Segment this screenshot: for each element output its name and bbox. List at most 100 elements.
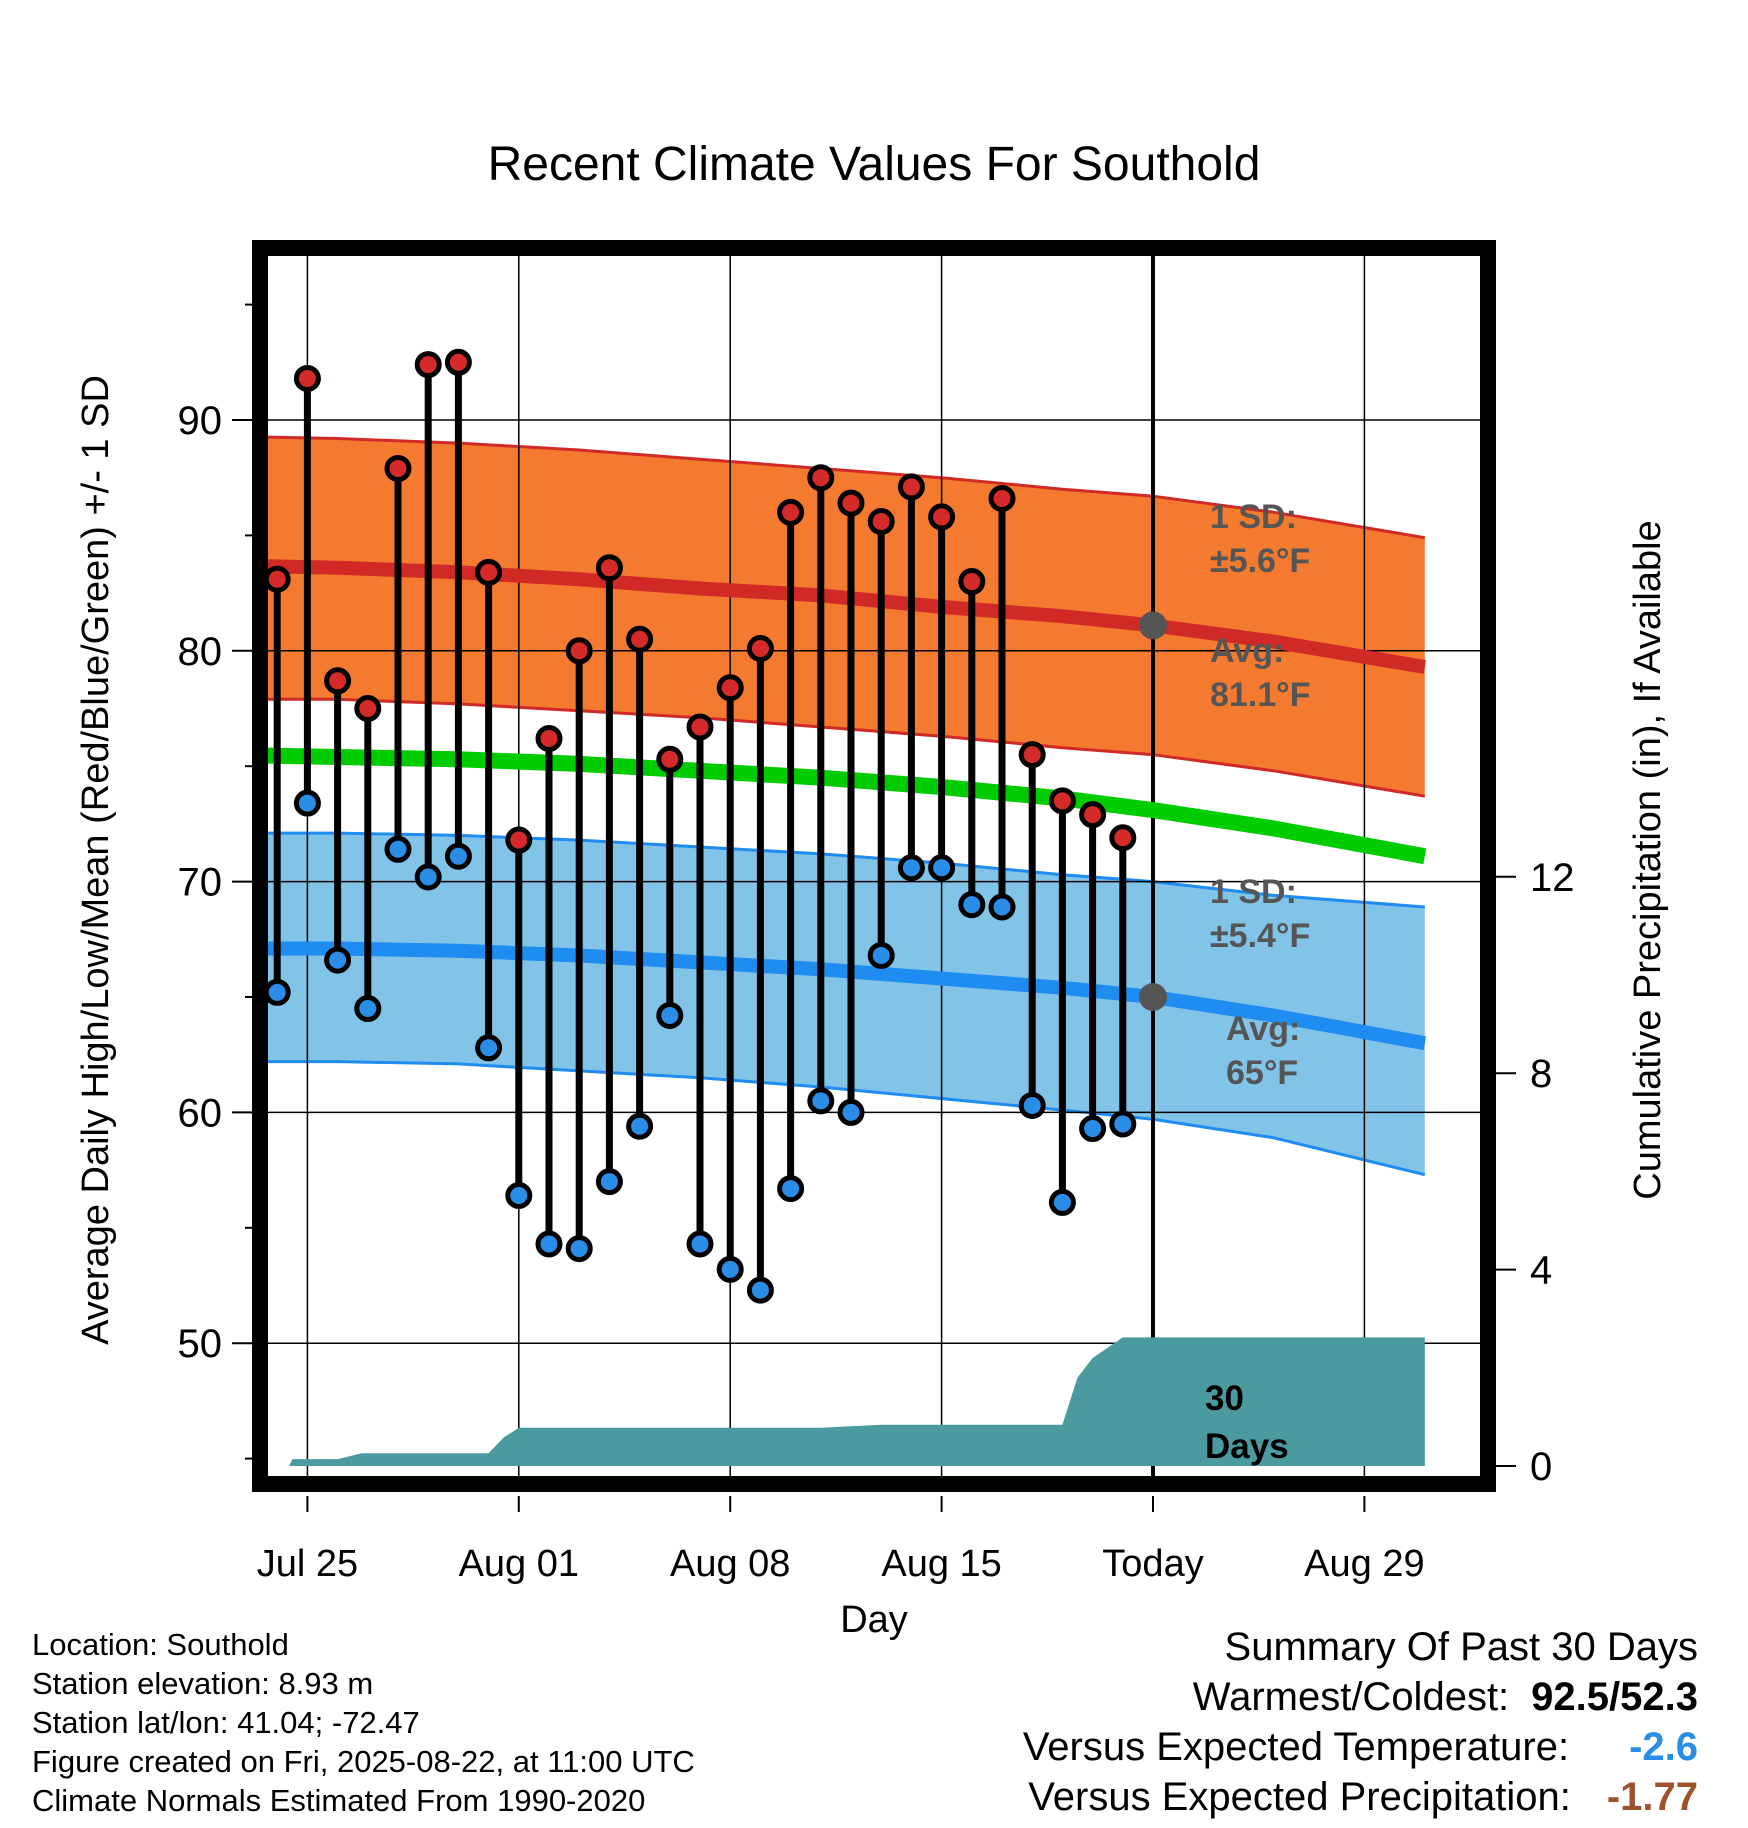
- low-sd-band: [262, 833, 1425, 1175]
- precip-label: Versus Expected Precipitation:: [1028, 1775, 1571, 1819]
- x-tick-label: Jul 25: [257, 1543, 358, 1585]
- daily-low-point: [988, 893, 1016, 921]
- warmest-row: Warmest/Coldest: 92.5/52.3: [1023, 1672, 1698, 1722]
- daily-low-point: [777, 1175, 805, 1203]
- y-tick-label-right: 4: [1530, 1249, 1552, 1293]
- daily-low-point: [324, 946, 352, 974]
- daily-high-point: [897, 473, 925, 501]
- daily-high-point: [807, 464, 835, 492]
- daily-low-point: [1018, 1091, 1046, 1119]
- daily-high-point: [656, 745, 684, 773]
- low-sd-value: ±5.4°F: [1210, 917, 1310, 955]
- daily-high-point: [837, 489, 865, 517]
- daily-high-point: [988, 484, 1016, 512]
- low-sd-label: 1 SD:: [1210, 873, 1297, 911]
- daily-high-point: [505, 826, 533, 854]
- daily-low-point: [656, 1001, 684, 1029]
- plot-content: 1 SD: ±5.6°F Avg: 81.1°F 1 SD: ±5.4°F Avg: 65°F…: [262, 246, 1486, 1482]
- daily-low-point: [807, 1087, 835, 1115]
- daily-high-point: [686, 713, 714, 741]
- x-axis-label: Day: [840, 1599, 908, 1641]
- daily-low-point: [535, 1230, 563, 1258]
- y-tick-label-right: 12: [1530, 856, 1575, 900]
- daily-low-point: [414, 863, 442, 891]
- daily-high-point: [1079, 801, 1107, 829]
- daily-low-point: [867, 941, 895, 969]
- y-tick-label-right: 8: [1530, 1052, 1552, 1096]
- daily-high-point: [928, 503, 956, 531]
- plot-area: 1 SD: ±5.6°F Avg: 81.1°F 1 SD: ±5.4°F Avg: 65°F…: [178, 240, 1575, 1585]
- y-tick-label: 90: [178, 399, 223, 443]
- daily-high-point: [263, 565, 291, 593]
- daily-low-point: [565, 1235, 593, 1263]
- daily-high-point: [595, 554, 623, 582]
- temp-value: -2.6: [1629, 1725, 1698, 1769]
- daily-high-point: [324, 667, 352, 695]
- warmest-label: Warmest/Coldest:: [1192, 1675, 1510, 1719]
- daily-low-point: [293, 789, 321, 817]
- x-tick-label: Aug 08: [670, 1543, 790, 1585]
- daily-low-point: [837, 1098, 865, 1126]
- warmest-value: 92.5/52.3: [1531, 1675, 1698, 1719]
- daily-low-point: [384, 835, 412, 863]
- daily-high-point: [626, 625, 654, 653]
- daily-low-point: [1109, 1110, 1137, 1138]
- daily-high-point: [384, 454, 412, 482]
- daily-high-point: [1048, 787, 1076, 815]
- high-sd-label: 1 SD:: [1210, 498, 1297, 536]
- y-axis-label: Average Daily High/Low/Mean (Red/Blue/Gr…: [75, 375, 117, 1345]
- daily-high-point: [1109, 824, 1137, 852]
- daily-low-point: [354, 995, 382, 1023]
- daily-low-point: [958, 891, 986, 919]
- station-info: Location: Southold Station elevation: 8.…: [32, 1625, 695, 1820]
- daily-low-point: [928, 854, 956, 882]
- daily-high-point: [777, 498, 805, 526]
- daily-low-point: [746, 1276, 774, 1304]
- y-tick-label: 60: [178, 1091, 223, 1135]
- x-tick-label: Aug 01: [459, 1543, 579, 1585]
- daily-low-point: [1048, 1188, 1076, 1216]
- avg-low-today-marker: [1139, 983, 1167, 1011]
- daily-low-point: [626, 1112, 654, 1140]
- normals-text: Climate Normals Estimated From 1990-2020: [32, 1783, 646, 1818]
- avg-high-today-marker: [1139, 611, 1167, 640]
- location-text: Location: Southold: [32, 1627, 289, 1662]
- daily-high-point: [535, 725, 563, 753]
- days-label-word: Days: [1205, 1427, 1289, 1466]
- daily-low-point: [897, 854, 925, 882]
- created-text: Figure created on Fri, 2025-08-22, at 11…: [32, 1744, 695, 1779]
- temp-row: Versus Expected Temperature: -2.6: [1023, 1722, 1698, 1772]
- y-tick-label: 70: [178, 861, 223, 905]
- daily-high-point: [354, 695, 382, 722]
- daily-high-point: [565, 637, 593, 665]
- daily-high-point: [444, 348, 472, 376]
- plot-frame: [252, 240, 1496, 1492]
- y-axis-label-right: Cumulative Precipitation (in), If Availa…: [1627, 520, 1669, 1199]
- high-sd-value: ±5.6°F: [1210, 542, 1310, 580]
- daily-low-point: [1079, 1115, 1107, 1143]
- low-avg-value: 65°F: [1226, 1054, 1298, 1092]
- daily-high-point: [1018, 741, 1046, 769]
- summary-panel: Summary Of Past 30 Days Warmest/Coldest:…: [1023, 1622, 1698, 1822]
- daily-high-point: [958, 568, 986, 596]
- elevation-text: Station elevation: 8.93 m: [32, 1666, 374, 1701]
- precip-value: -1.77: [1606, 1775, 1698, 1819]
- daily-high-point: [716, 674, 744, 702]
- low-avg-label: Avg:: [1226, 1010, 1300, 1048]
- daily-low-point: [716, 1255, 744, 1283]
- x-tick-label: Aug 15: [881, 1543, 1001, 1585]
- daily-high-point: [414, 351, 442, 379]
- high-avg-label: Avg:: [1210, 632, 1284, 670]
- daily-low-point: [686, 1230, 714, 1258]
- chart-title: Recent Climate Values For Southold: [488, 138, 1261, 191]
- summary-title: Summary Of Past 30 Days: [1224, 1625, 1698, 1669]
- x-tick-label: Aug 29: [1304, 1543, 1424, 1585]
- daily-low-point: [444, 842, 472, 870]
- daily-high-point: [867, 508, 895, 536]
- precip-row: Versus Expected Precipitation: -1.77: [1023, 1772, 1698, 1822]
- y-tick-label-right: 0: [1530, 1445, 1552, 1489]
- latlon-text: Station lat/lon: 41.04; -72.47: [32, 1705, 420, 1740]
- daily-high-point: [475, 558, 503, 586]
- high-avg-value: 81.1°F: [1210, 676, 1311, 714]
